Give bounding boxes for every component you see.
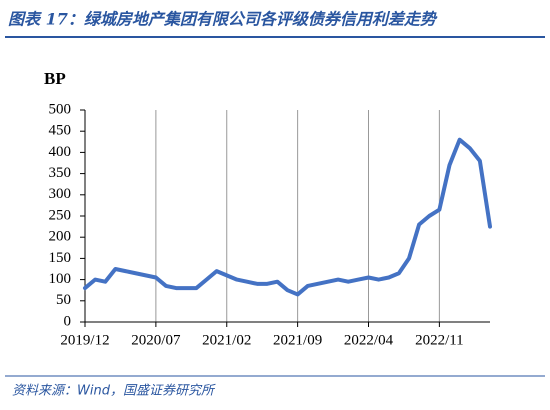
x-tick-label: 2022/11: [415, 332, 464, 348]
y-tick-label: 200: [49, 229, 72, 245]
y-tick-label: 300: [49, 186, 72, 202]
y-tick-label: 50: [56, 292, 71, 308]
x-tick-label: 2019/12: [60, 332, 109, 348]
y-tick-label: 100: [49, 271, 72, 287]
title: 图表 17：绿城房地产集团有限公司各评级债券信用利差走势: [8, 10, 438, 29]
x-tick-label: 2020/07: [131, 332, 181, 348]
y-axis-label: BP: [44, 69, 66, 88]
x-tick-label: 2022/04: [344, 332, 394, 348]
x-tick-label: 2021/09: [273, 332, 322, 348]
y-tick-label: 500: [49, 101, 72, 117]
y-tick-label: 0: [64, 313, 72, 329]
y-tick-label: 350: [49, 165, 72, 181]
x-tick-label: 2021/02: [202, 332, 251, 348]
y-tick-label: 400: [49, 144, 72, 160]
y-tick-label: 150: [49, 250, 72, 266]
y-tick-label: 250: [49, 207, 72, 223]
y-tick-label: 450: [49, 123, 72, 139]
source: 资料来源：Wind，国盛证券研究所: [12, 383, 216, 399]
line-series: [83, 137, 492, 297]
